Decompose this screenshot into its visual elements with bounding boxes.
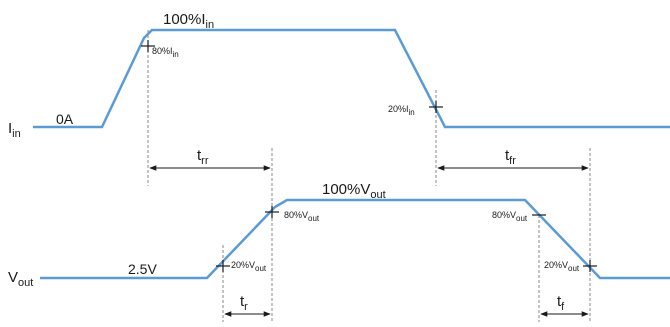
iin-20-label: 20%Iin (388, 104, 415, 117)
tf-label: tf (557, 293, 565, 313)
vout-80-rise-label: 80%Vout (284, 210, 320, 223)
iin-axis-label: Iin (8, 120, 21, 140)
iin-waveform (33, 28, 670, 129)
iin-80-label: 80%Iin (152, 46, 179, 59)
vout-waveform (40, 198, 670, 280)
vout-high-label: 100%Vout (322, 181, 386, 201)
iin-high-label: 100%Iin (163, 11, 214, 31)
trr-label: trr (197, 147, 209, 167)
vout-low-label: 2.5V (128, 261, 157, 277)
iin-low-label: 0A (56, 111, 74, 127)
vout-20-rise-label: 20%Vout (231, 260, 267, 273)
vout-axis-label: Vout (8, 269, 33, 289)
tfr-label: tfr (505, 147, 516, 167)
vout-80-fall-label: 80%Vout (492, 210, 528, 223)
tr-label: tr (240, 293, 248, 313)
vout-20-fall-label: 20%Vout (544, 260, 580, 273)
